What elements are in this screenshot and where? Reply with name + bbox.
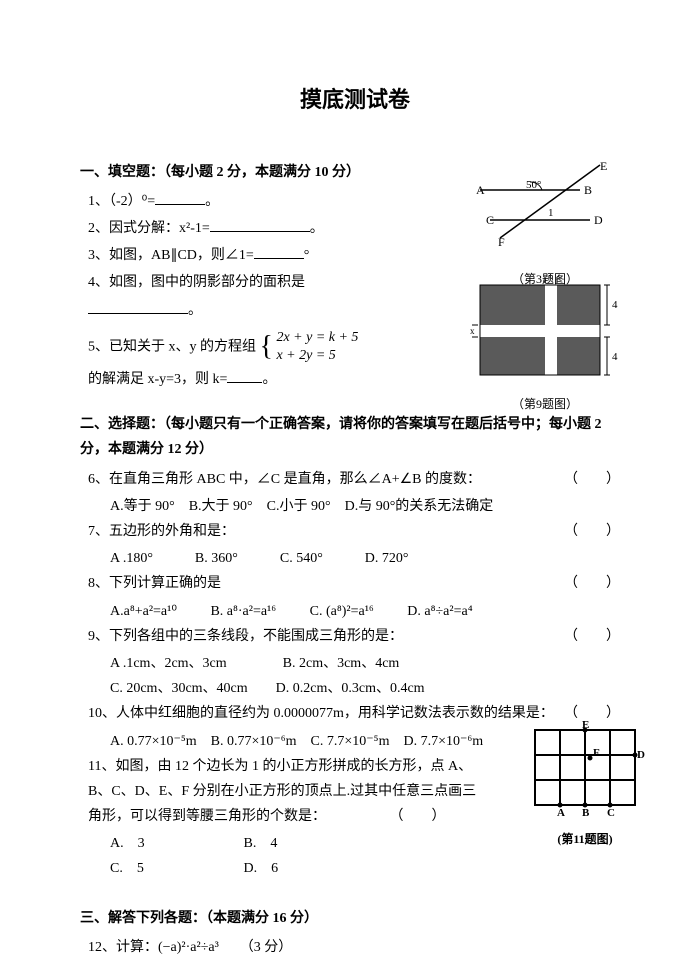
- page-title: 摸底测试卷: [80, 80, 630, 120]
- figure-q3: A B C D E F 50° 1 （第3题图）: [470, 160, 620, 291]
- blank-q1[interactable]: [155, 191, 205, 205]
- q9-opts1: A .1cm、2cm、3cm B. 2cm、3cm、4cm: [110, 651, 630, 676]
- section3-head: 三、解答下列各题：（本题满分 16 分）: [80, 906, 630, 931]
- q11: 11、如图，由 12 个边长为 1 的小正方形拼成的长方形，点 A、B、C、D、…: [88, 754, 488, 830]
- paren-q7[interactable]: （ ）: [564, 519, 620, 544]
- svg-text:x: x: [548, 275, 553, 281]
- q12: 12、计算：(−a)²·a²÷a³ （3 分）: [88, 935, 630, 960]
- svg-text:F: F: [593, 747, 600, 759]
- svg-text:A: A: [557, 807, 565, 819]
- q7-opts: A .180° B. 360° C. 540° D. 720°: [110, 546, 630, 571]
- svg-text:E: E: [582, 720, 589, 731]
- blank-q5[interactable]: [227, 369, 262, 383]
- figure-q11: E D F A B C (第11题图): [525, 720, 645, 851]
- paren-q9[interactable]: （ ）: [564, 624, 620, 649]
- label-B: B: [584, 183, 592, 197]
- q9: 9、下列各组中的三条线段，不能围成三角形的是：（ ）: [88, 624, 630, 649]
- blank-q2[interactable]: [210, 218, 310, 232]
- q7: 7、五边形的外角和是：（ ）: [88, 519, 630, 544]
- figure-q9: x x 4 4 （第9题图）: [470, 275, 620, 416]
- svg-text:B: B: [582, 807, 590, 819]
- label-one: 1: [548, 207, 554, 219]
- q9-opts2: C. 20cm、30cm、40cm D. 0.2cm、0.3cm、0.4cm: [110, 676, 630, 701]
- label-D: D: [594, 213, 603, 227]
- q11-opts-row2: C. 5 D. 6: [110, 856, 630, 881]
- figure-q9-label: （第9题图）: [470, 394, 620, 416]
- q6-opts: A.等于 90° B.大于 90° C.小于 90° D.与 90°的关系无法确…: [110, 494, 630, 519]
- q8: 8、下列计算正确的是（ ）: [88, 571, 630, 596]
- label-A: A: [476, 183, 485, 197]
- svg-text:4: 4: [612, 299, 618, 311]
- q8-opts: A.a⁸+a²=a¹⁰ B. a⁸·a²=a¹⁶ C. (a⁸)²=a¹⁶ D.…: [110, 599, 630, 624]
- svg-text:C: C: [607, 807, 615, 819]
- label-E: E: [600, 160, 607, 173]
- blank-q4[interactable]: [88, 300, 188, 314]
- q6: 6、在直角三角形 ABC 中，∠C 是直角，那么∠A+∠B 的度数：（ ）: [88, 467, 630, 492]
- paren-q11[interactable]: （ ）: [390, 809, 446, 824]
- label-F: F: [498, 235, 505, 249]
- figure-q11-label: (第11题图): [525, 829, 645, 851]
- label-C: C: [486, 213, 494, 227]
- paren-q6[interactable]: （ ）: [564, 467, 620, 492]
- paren-q8[interactable]: （ ）: [564, 571, 620, 596]
- svg-text:4: 4: [612, 351, 618, 363]
- section2-head: 二、选择题：（每小题只有一个正确答案，请将你的答案填写在题后括号中；每小题 2 …: [80, 412, 630, 462]
- svg-text:x: x: [470, 326, 475, 336]
- blank-q3[interactable]: [254, 245, 304, 259]
- svg-text:D: D: [637, 749, 645, 761]
